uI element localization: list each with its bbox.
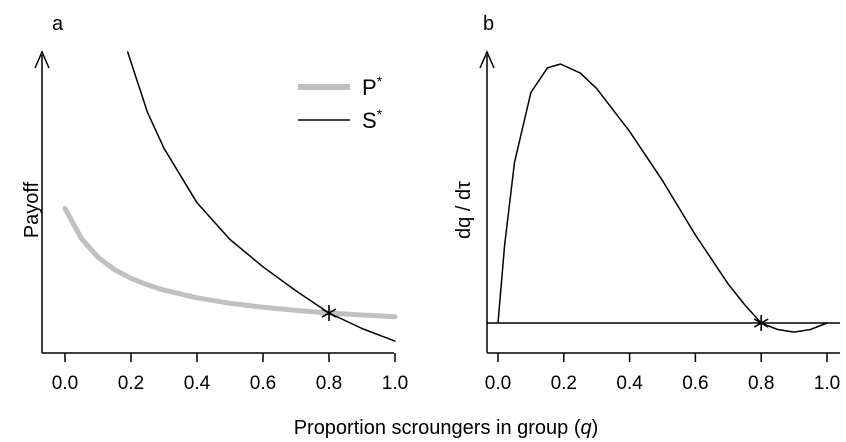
panel-a-letter: a — [52, 13, 64, 35]
panel-b-equilibrium-marker — [753, 315, 769, 332]
panel-a: a Payoff 0.0 0.2 0.4 0.6 0.8 1.0 P* S* — [21, 13, 408, 394]
panel-b-y-axis-arrowhead — [479, 50, 495, 69]
legend-label-p: P* — [362, 73, 383, 100]
panel-b: b dq / dτ 0.0 0.2 0.4 0.6 0.8 1.0 — [453, 13, 840, 394]
panel-a-x-tick-label: 0.4 — [184, 373, 211, 394]
panel-b-x-tick-label: 0.0 — [485, 373, 511, 394]
panel-b-x-tick-label: 0.6 — [682, 373, 708, 394]
panel-b-x-ticks: 0.0 0.2 0.4 0.6 0.8 1.0 — [485, 353, 840, 394]
panel-b-series — [497, 63, 828, 333]
panel-b-x-tick-label: 0.2 — [551, 373, 577, 394]
panel-a-x-tick-label: 0.8 — [316, 373, 342, 394]
panel-a-x-tick-label: 0.2 — [118, 373, 144, 394]
panel-b-y-axis-title: dq / dτ — [453, 181, 475, 239]
panel-a-series-line-p — [62, 206, 398, 320]
panel-a-series-line-s — [126, 51, 396, 342]
panel-b-markers — [753, 315, 769, 332]
panel-b-letter: b — [483, 13, 494, 35]
panel-a-legend: P* S* — [298, 73, 383, 133]
legend-label-s: S* — [362, 106, 383, 133]
x-axis-title: Proportion scroungers in group (q) — [294, 417, 599, 439]
panel-a-x-tick-label: 1.0 — [382, 373, 408, 394]
panel-b-x-tick-label: 1.0 — [814, 373, 840, 394]
panel-a-y-axis-title: Payoff — [21, 181, 43, 238]
panel-a-x-tick-label: 0.0 — [52, 373, 78, 394]
panel-a-series — [62, 51, 398, 342]
panel-a-x-tick-label: 0.6 — [250, 373, 276, 394]
panel-a-equilibrium-marker — [321, 305, 337, 322]
panel-b-series-line-0 — [497, 63, 828, 333]
panel-a-markers — [321, 305, 337, 322]
panel-a-y-axis-arrowhead — [34, 50, 50, 69]
panel-a-x-ticks: 0.0 0.2 0.4 0.6 0.8 1.0 — [52, 353, 408, 394]
panel-b-x-tick-label: 0.4 — [616, 373, 643, 394]
panel-b-x-tick-label: 0.8 — [748, 373, 774, 394]
